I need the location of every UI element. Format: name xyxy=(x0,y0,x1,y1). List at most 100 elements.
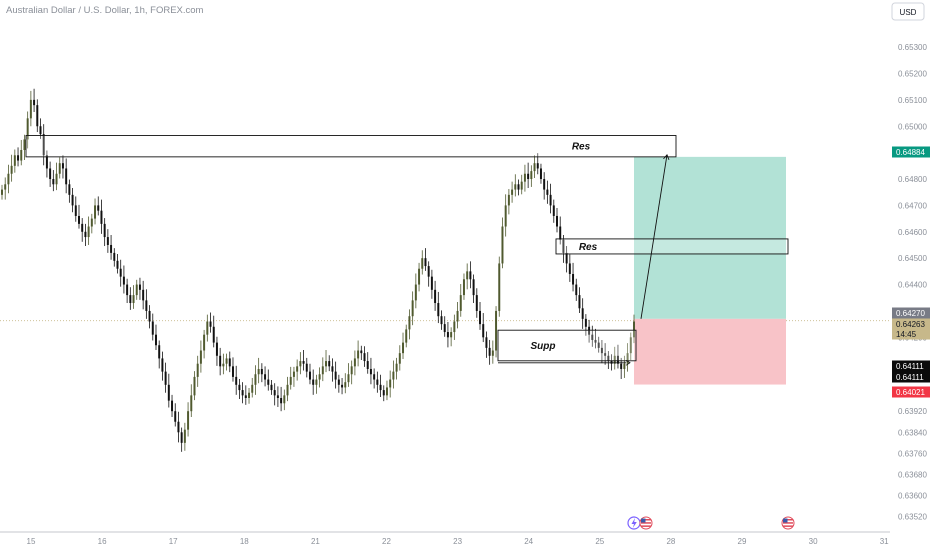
candle-body xyxy=(408,316,411,330)
y-tick-label: 0.63840 xyxy=(898,428,927,437)
candle-body xyxy=(421,258,424,269)
candle-body xyxy=(626,353,629,364)
candle-body xyxy=(231,366,234,377)
candle-body xyxy=(74,205,77,216)
candle-body xyxy=(238,384,241,391)
candle-body xyxy=(357,350,360,359)
x-tick-label: 23 xyxy=(453,537,462,546)
us-flag-icon[interactable] xyxy=(639,516,653,530)
candle-body xyxy=(193,376,196,396)
candle-body xyxy=(450,332,453,338)
candle-body xyxy=(296,366,299,372)
candle-body xyxy=(183,429,186,443)
candle-body xyxy=(337,379,340,385)
x-tick-label: 17 xyxy=(169,537,178,546)
us-flag-icon-2[interactable] xyxy=(781,516,795,530)
candle-body xyxy=(81,223,84,232)
supp-zone[interactable] xyxy=(497,329,637,362)
candle-body xyxy=(597,342,600,348)
chart-title: Australian Dollar / U.S. Dollar, 1h, FOR… xyxy=(6,5,204,16)
candle-body xyxy=(219,355,222,367)
candle-body xyxy=(68,184,71,195)
candle-body xyxy=(199,350,202,364)
candle-body xyxy=(491,350,494,356)
candle-body xyxy=(466,271,469,280)
candle-body xyxy=(318,374,321,380)
x-tick-label: 29 xyxy=(738,537,747,546)
x-tick-label: 15 xyxy=(27,537,36,546)
candle-body xyxy=(248,392,251,398)
candle-body xyxy=(129,295,132,304)
candle-body xyxy=(65,168,68,185)
candle-body xyxy=(344,382,347,388)
res-zone-mid[interactable] xyxy=(555,238,789,255)
candle-body xyxy=(42,134,45,156)
y-tick-label: 0.63920 xyxy=(898,407,927,416)
candle-body xyxy=(45,155,48,169)
candle-body xyxy=(607,355,610,362)
candle-body xyxy=(110,244,113,253)
candle-body xyxy=(568,263,571,274)
price-tag-text: 0.64111 xyxy=(896,362,924,371)
candle-body xyxy=(530,171,533,180)
candle-body xyxy=(430,276,433,290)
candle-body xyxy=(584,318,587,327)
candle-body xyxy=(543,179,546,190)
candle-body xyxy=(360,350,363,354)
candle-body xyxy=(520,181,523,190)
candle-body xyxy=(325,361,328,367)
event-icon-lightning[interactable] xyxy=(627,516,641,530)
supp-zone-label: Supp xyxy=(531,341,556,352)
price-tag-text: 0.64021 xyxy=(896,388,925,397)
candle-body xyxy=(305,363,308,372)
candle-body xyxy=(215,342,218,356)
candle-body xyxy=(177,421,180,433)
price-tag-text: 14:45 xyxy=(896,330,917,339)
long-position-stop-zone[interactable] xyxy=(634,318,786,385)
candle-body xyxy=(604,353,607,356)
candle-body xyxy=(20,150,23,161)
y-tick-label: 0.64700 xyxy=(898,201,927,210)
candle-body xyxy=(1,189,3,195)
candle-body xyxy=(616,355,619,364)
candle-body xyxy=(203,334,206,351)
candle-body xyxy=(620,363,623,369)
candle-body xyxy=(126,284,129,296)
candle-body xyxy=(475,295,478,311)
candle-body xyxy=(392,371,395,380)
long-position-target-zone[interactable] xyxy=(634,156,786,319)
candle-body xyxy=(52,179,55,185)
candle-body xyxy=(254,374,257,385)
candle-body xyxy=(600,347,603,354)
currency-label: USD xyxy=(900,8,917,17)
candle-body xyxy=(514,184,517,190)
y-tick-label: 0.65100 xyxy=(898,96,927,105)
candle-body xyxy=(575,284,578,296)
candle-body xyxy=(556,215,558,227)
candle-body xyxy=(350,366,353,375)
candle-body xyxy=(10,165,13,174)
candle-body xyxy=(286,384,289,396)
currency-button[interactable]: USD xyxy=(891,2,925,21)
candle-body xyxy=(228,358,231,367)
price-tag-text: 0.64263 xyxy=(896,320,925,329)
price-axis[interactable]: 0.65300 0.65200 0.65100 0.65000 0.64800 0.647… xyxy=(898,43,927,522)
x-tick-label: 18 xyxy=(240,537,249,546)
candle-body xyxy=(629,337,632,354)
projection-arrow[interactable] xyxy=(640,154,668,319)
candle-body xyxy=(533,163,536,172)
candle-body xyxy=(578,295,581,309)
candle-body xyxy=(507,194,510,206)
candle-body xyxy=(414,284,417,301)
x-tick-label: 24 xyxy=(524,537,533,546)
candle-body xyxy=(4,184,7,190)
candle-body xyxy=(456,310,459,322)
res-zone-top[interactable] xyxy=(25,135,677,158)
candle-body xyxy=(292,371,295,377)
candle-body xyxy=(241,390,244,396)
time-axis[interactable]: 15 16 17 18 21 22 23 24 25 28 29 30 31 xyxy=(27,537,890,546)
candle-body xyxy=(158,345,161,359)
x-tick-label: 22 xyxy=(382,537,391,546)
candle-body xyxy=(427,266,430,277)
